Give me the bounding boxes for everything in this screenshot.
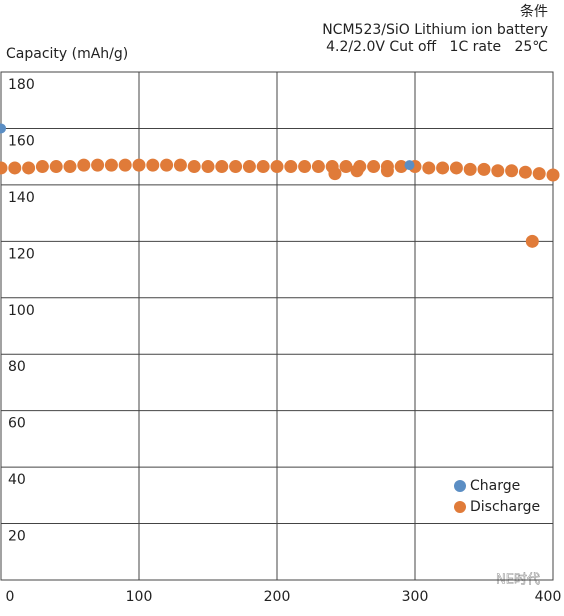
y-tick-label: 140 [8,190,35,206]
point [422,161,436,175]
point [63,160,77,174]
x-tick-label: 200 [264,589,291,605]
x-tick-label: 300 [402,589,429,605]
point [104,158,118,172]
x-tick-label: 0 [6,589,15,605]
y-tick-label: 120 [8,246,35,262]
x-tick-label: 400 [535,589,562,605]
point [404,160,415,171]
point [0,123,6,134]
point [77,158,91,172]
point [328,167,342,181]
y-axis-label: Capacity (mAh/g) [6,46,128,62]
point [173,158,187,172]
legend-marker [454,480,466,492]
header-line: 条件 [520,3,548,20]
point [394,160,408,174]
point [546,168,560,182]
point [35,160,49,174]
point [532,167,546,181]
header-line: 4.2/2.0V Cut off 1C rate 25℃ [326,39,548,55]
legend-label: Charge [470,478,520,494]
point [339,160,353,174]
point [463,162,477,176]
point [242,160,256,174]
legend-label: Discharge [470,499,540,515]
point [311,160,325,174]
y-tick-label: 100 [8,303,35,319]
y-tick-label: 160 [8,133,35,149]
point [449,161,463,175]
point [367,160,381,174]
point [380,164,394,178]
point [525,234,539,248]
point [284,160,298,174]
point [270,160,284,174]
point [477,162,491,176]
point [215,160,229,174]
header-line: NCM523/SiO Lithium ion battery [322,22,548,38]
point [160,158,174,172]
point [505,164,519,178]
point [91,158,105,172]
x-tick-label: 100 [126,589,153,605]
y-tick-label: 20 [8,529,26,545]
y-tick-label: 180 [8,77,35,93]
point [22,161,36,175]
legend-marker [454,501,466,513]
point [187,160,201,174]
point [298,160,312,174]
point [518,165,532,179]
point [8,161,22,175]
point [350,164,364,178]
y-tick-label: 60 [8,416,26,432]
point [256,160,270,174]
point [0,161,8,175]
point [201,160,215,174]
point [491,164,505,178]
point [132,158,146,172]
y-tick-label: 40 [8,472,26,488]
point [229,160,243,174]
point [49,160,63,174]
point [146,158,160,172]
y-tick-label: 80 [8,359,26,375]
point [118,158,132,172]
point [436,161,450,175]
